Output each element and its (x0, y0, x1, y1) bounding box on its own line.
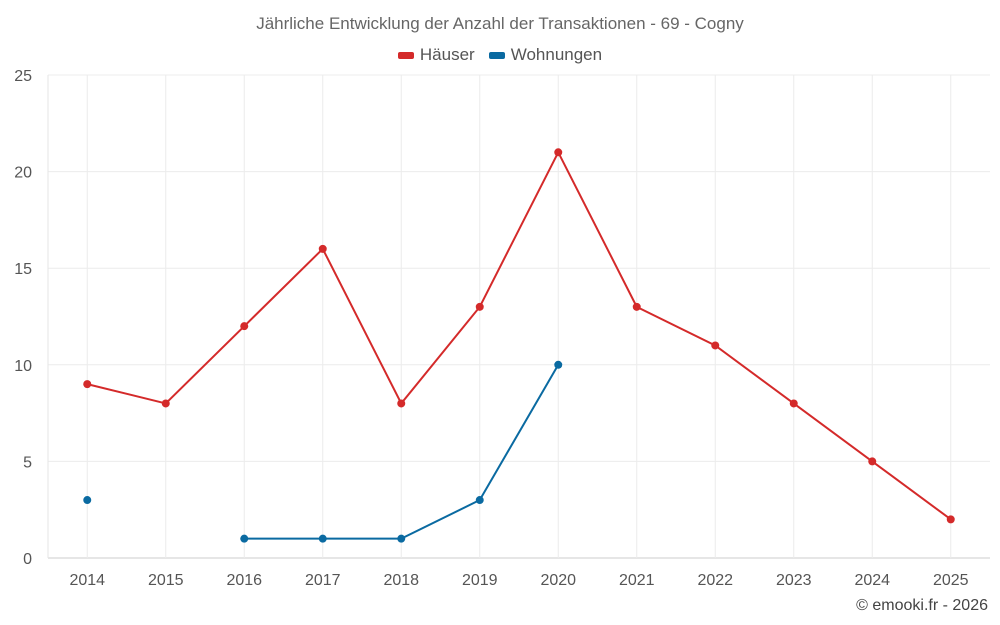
data-point-haeuser (475, 302, 484, 311)
legend-swatch-haeuser (397, 51, 414, 59)
chart-title: Jährliche Entwicklung der Anzahl der Tra… (256, 14, 744, 33)
x-tick-label: 2017 (305, 572, 341, 589)
data-point-wohnungen (318, 534, 327, 543)
legend-label-haeuser: Häuser (419, 45, 475, 64)
data-point-wohnungen (475, 496, 484, 505)
series-line-haeuser (87, 150, 952, 521)
y-tick-label: 25 (14, 68, 32, 85)
y-tick-label: 15 (14, 261, 32, 278)
data-point-haeuser (632, 302, 641, 311)
y-tick-label: 20 (14, 165, 32, 182)
x-tick-label: 2021 (619, 572, 655, 589)
data-point-haeuser (240, 322, 249, 331)
credit-text: © emooki.fr - 2026 (856, 597, 988, 614)
data-point-haeuser (83, 380, 92, 389)
y-tick-label: 5 (23, 454, 32, 471)
legend-swatch-wohnungen (488, 51, 505, 59)
x-tick-label: 2022 (697, 572, 733, 589)
data-point-haeuser (318, 244, 327, 253)
legend-item-wohnungen[interactable]: Wohnungen (488, 45, 603, 65)
y-tick-label: 10 (14, 358, 32, 375)
x-tick-label: 2014 (69, 572, 105, 589)
data-point-haeuser (554, 148, 563, 157)
data-point-haeuser (711, 341, 720, 350)
x-tick-label: 2015 (148, 572, 184, 589)
x-tick-label: 2019 (462, 572, 498, 589)
x-tick-label: 2024 (854, 572, 890, 589)
data-point-wohnungen (397, 534, 406, 543)
data-point-wohnungen (240, 534, 249, 543)
x-tick-label: 2020 (540, 572, 576, 589)
data-point-haeuser (161, 399, 170, 408)
x-tick-label: 2018 (383, 572, 419, 589)
data-point-haeuser (946, 515, 955, 524)
data-point-wohnungen (83, 496, 92, 505)
x-tick-label: 2023 (776, 572, 812, 589)
y-tick-label: 0 (23, 551, 32, 568)
data-point-haeuser (397, 399, 406, 408)
x-tick-label: 2016 (226, 572, 262, 589)
data-point-haeuser (789, 399, 798, 408)
legend-label-wohnungen: Wohnungen (510, 45, 603, 64)
legend: Häuser Wohnungen (0, 45, 1000, 65)
x-tick-label: 2025 (933, 572, 969, 589)
data-point-wohnungen (554, 360, 563, 369)
data-point-haeuser (868, 457, 877, 466)
legend-item-haeuser[interactable]: Häuser (397, 45, 475, 65)
